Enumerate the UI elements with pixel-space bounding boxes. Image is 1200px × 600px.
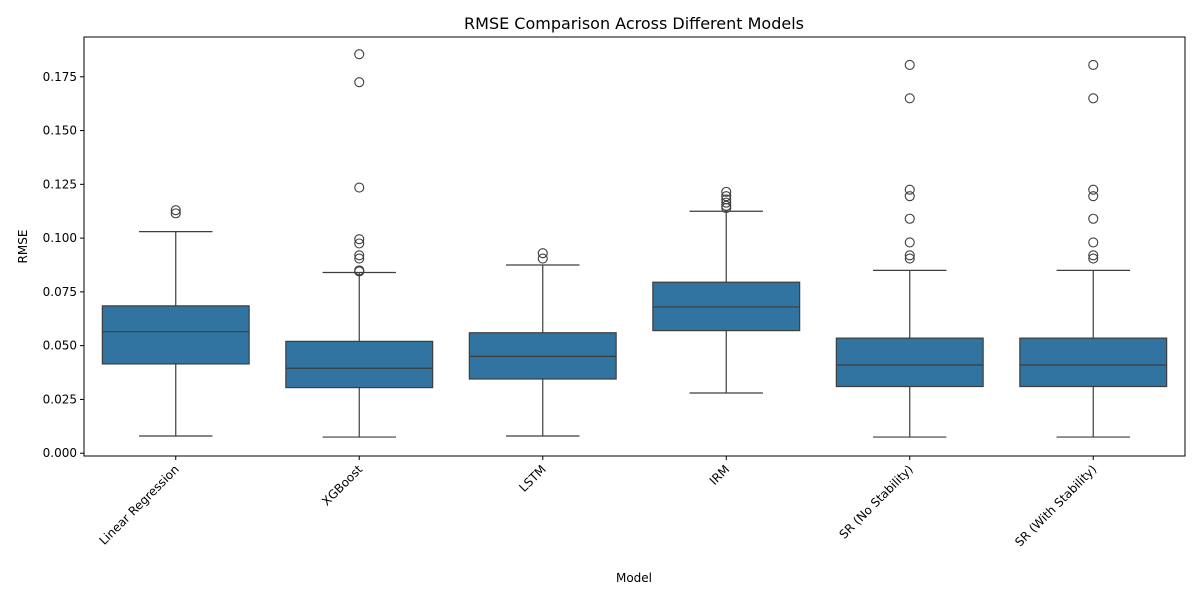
outlier-point	[721, 186, 732, 197]
outlier-point	[721, 194, 732, 205]
outlier-point	[1088, 59, 1099, 71]
axes-frame	[83, 36, 1186, 457]
outlier-point	[354, 250, 365, 261]
outlier-point	[721, 200, 732, 211]
box-iqr	[285, 340, 434, 389]
x-tick-label: SR (With Stability)	[1012, 462, 1099, 549]
y-tick-label: 0.125	[43, 177, 77, 191]
outlier-point	[1088, 213, 1099, 224]
box-iqr	[101, 305, 250, 365]
plot-area	[101, 49, 1168, 438]
y-tick-label: 0.075	[43, 285, 77, 299]
y-tick-label: 0.025	[43, 392, 77, 406]
y-tick-label: 0.100	[43, 231, 77, 245]
outlier-point	[354, 49, 365, 60]
y-axis: 0.000 0.025 0.050 0.075 0.100 0.125 0.150 0.175	[43, 70, 84, 460]
box-iqr	[1019, 337, 1168, 388]
outlier-point	[1088, 191, 1099, 202]
y-tick-label: 0.050	[43, 339, 77, 353]
x-tick-label: IRM	[707, 462, 733, 488]
x-tick-label: SR (No Stability)	[836, 462, 915, 541]
chart-title: RMSE Comparison Across Different Models	[464, 14, 804, 33]
outlier-point	[354, 234, 365, 245]
outlier-point	[904, 250, 915, 261]
outlier-point	[537, 253, 548, 264]
outlier-point	[1088, 237, 1099, 248]
outlier-point	[721, 197, 732, 208]
x-axis: Linear Regression XGBoost LSTM IRM SR (No St…	[96, 456, 1099, 549]
y-tick-label: 0.000	[43, 446, 77, 460]
outlier-point	[170, 208, 181, 219]
outlier-point	[721, 191, 732, 202]
outlier-point	[354, 238, 365, 249]
outlier-point	[1088, 184, 1099, 195]
outlier-point	[1088, 93, 1099, 104]
outlier-point	[904, 237, 915, 248]
outlier-point	[537, 248, 548, 259]
x-tick-label: Linear Regression	[96, 462, 181, 547]
x-axis-label: Model	[616, 571, 652, 585]
outlier-point	[904, 184, 915, 195]
outlier-point	[354, 77, 365, 88]
outlier-point	[904, 253, 915, 264]
x-tick-label: LSTM	[516, 462, 549, 495]
outlier-point	[1088, 253, 1099, 264]
outlier-point	[354, 253, 365, 264]
outlier-point	[904, 59, 915, 71]
outlier-point	[354, 265, 365, 276]
outlier-point	[904, 213, 915, 224]
outlier-point	[904, 191, 915, 202]
y-tick-label: 0.175	[43, 70, 77, 84]
y-tick-label: 0.150	[43, 124, 77, 138]
outlier-point	[1088, 250, 1099, 261]
outlier-point	[904, 93, 915, 104]
outlier-point	[354, 182, 365, 193]
outlier-point	[170, 205, 181, 216]
box-iqr	[835, 337, 984, 388]
x-tick-label: XGBoost	[319, 462, 365, 508]
y-axis-label: RMSE	[16, 230, 30, 264]
